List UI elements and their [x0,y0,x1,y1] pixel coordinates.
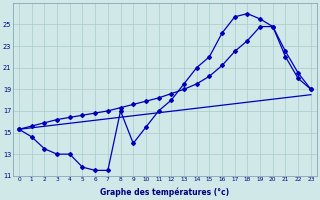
X-axis label: Graphe des températures (°c): Graphe des températures (°c) [100,188,229,197]
